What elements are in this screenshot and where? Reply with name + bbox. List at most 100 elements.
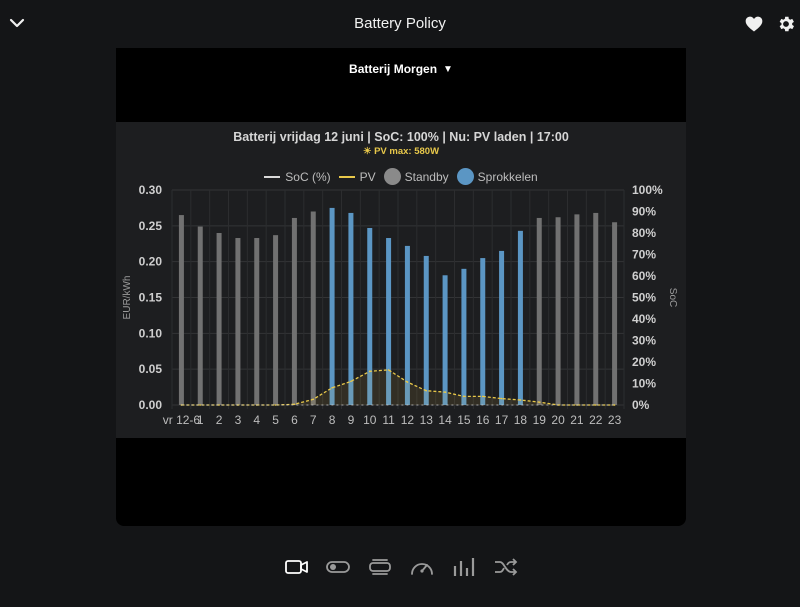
legend-label-standby: Standby bbox=[404, 169, 449, 184]
pv-area bbox=[181, 369, 615, 405]
bar-standby bbox=[536, 217, 542, 405]
bar-standby bbox=[593, 212, 599, 405]
y2-tick-label: 50% bbox=[632, 291, 656, 305]
pv-point bbox=[312, 398, 315, 401]
x-tick-label: 1 bbox=[197, 413, 204, 427]
bar-standby bbox=[216, 233, 222, 405]
pv-point bbox=[500, 397, 503, 400]
y2-axis-title: SoC bbox=[667, 288, 678, 307]
lines-icon[interactable] bbox=[367, 556, 393, 578]
x-tick-label: 23 bbox=[608, 413, 622, 427]
y2-tick-label: 40% bbox=[632, 312, 656, 326]
legend-swatch-soc bbox=[264, 175, 281, 178]
bar-sprokkelen bbox=[329, 207, 335, 405]
x-tick-label: 6 bbox=[291, 413, 298, 427]
bar-sprokkelen bbox=[423, 255, 429, 405]
bar-standby bbox=[310, 211, 316, 405]
day-dropdown-label: Batterij Morgen bbox=[349, 62, 438, 76]
y-tick-label: 0.10 bbox=[139, 326, 163, 340]
bar-standby bbox=[235, 238, 241, 405]
legend-item-pv[interactable]: PV bbox=[338, 169, 376, 184]
bar-standby bbox=[612, 222, 618, 405]
gauge-icon[interactable] bbox=[409, 556, 435, 578]
pv-point bbox=[613, 404, 616, 406]
y-tick-label: 0.15 bbox=[139, 291, 163, 305]
y-tick-label: 0.25 bbox=[139, 219, 163, 233]
battery-chart: 0.00 0.05 0.10 0.15 0.20 0.25 0.30 0% 10% 20% 30% 4… bbox=[122, 183, 678, 427]
day-dropdown[interactable]: Batterij Morgen ▼ bbox=[116, 62, 686, 76]
heart-icon[interactable] bbox=[744, 14, 764, 34]
y2-tick-label: 30% bbox=[632, 334, 656, 348]
x-tick-label: 2 bbox=[216, 413, 223, 427]
legend-item-soc[interactable]: SoC (%) bbox=[264, 169, 331, 184]
x-tick-label: 13 bbox=[420, 413, 434, 427]
legend-swatch-standby bbox=[383, 168, 401, 185]
y2-tick-label: 10% bbox=[632, 377, 656, 391]
gear-icon[interactable] bbox=[776, 13, 796, 35]
x-tick-label: 9 bbox=[348, 413, 355, 427]
pv-point bbox=[331, 387, 333, 389]
x-tick-label: 11 bbox=[382, 413, 395, 427]
y2-tick-label: 70% bbox=[632, 248, 656, 262]
x-tick-label: 7 bbox=[310, 413, 317, 427]
battery-chart-card: Batterij vrijdag 12 juni | SoC: 100% | N… bbox=[116, 122, 686, 438]
x-tick-label: 5 bbox=[272, 413, 279, 427]
bar-sprokkelen bbox=[517, 230, 523, 405]
bar-standby bbox=[254, 238, 260, 405]
page-title: Battery Policy bbox=[354, 15, 446, 32]
x-tick-label: 14 bbox=[438, 413, 452, 427]
y2-tick-label: 20% bbox=[632, 355, 656, 369]
y-tick-label: 0.30 bbox=[139, 183, 163, 197]
x-tick-label: vr 12-6 bbox=[163, 413, 201, 427]
y-tick-label: 0.05 bbox=[139, 362, 163, 376]
chevron-down-icon[interactable] bbox=[8, 14, 26, 32]
pv-point bbox=[199, 404, 202, 406]
bar-standby bbox=[574, 214, 580, 405]
pv-point bbox=[218, 404, 220, 406]
pv-point bbox=[368, 370, 371, 373]
legend-item-standby[interactable]: Standby bbox=[383, 168, 449, 185]
y2-tick-label: 0% bbox=[632, 398, 650, 412]
bar-standby bbox=[555, 217, 561, 405]
pv-point bbox=[519, 399, 522, 401]
x-tick-label: 15 bbox=[457, 413, 471, 427]
bar-sprokkelen bbox=[367, 227, 373, 405]
pv-point bbox=[350, 380, 352, 383]
bar-sprokkelen bbox=[480, 258, 486, 405]
bar-sprokkelen bbox=[404, 245, 410, 405]
y-tick-label: 0.00 bbox=[139, 398, 163, 412]
pv-point bbox=[293, 403, 296, 406]
bar-standby bbox=[291, 217, 297, 405]
policy-panel: Batterij Morgen ▼ Batterij vrijdag 12 jun… bbox=[116, 48, 686, 526]
legend-label-soc: SoC (%) bbox=[285, 169, 331, 184]
y-tick-label: 0.20 bbox=[139, 255, 163, 269]
x-tick-label: 10 bbox=[363, 413, 377, 427]
x-tick-label: 19 bbox=[533, 413, 547, 427]
pv-point bbox=[406, 381, 409, 383]
x-tick-label: 3 bbox=[235, 413, 242, 427]
legend-label-pv: PV bbox=[359, 169, 376, 184]
bar-chart-icon[interactable] bbox=[451, 556, 477, 578]
shuffle-icon[interactable] bbox=[493, 556, 519, 578]
bar-sprokkelen bbox=[442, 275, 448, 405]
legend-item-sprokkelen[interactable]: Sprokkelen bbox=[456, 168, 538, 185]
x-tick-label: 16 bbox=[476, 413, 490, 427]
bar-sprokkelen bbox=[348, 212, 354, 405]
pv-point bbox=[444, 391, 446, 393]
x-tick-label: 12 bbox=[401, 413, 415, 427]
x-tick-label: 17 bbox=[495, 413, 509, 427]
x-tick-label: 8 bbox=[329, 413, 336, 427]
pv-point bbox=[425, 389, 428, 392]
bar-standby bbox=[178, 215, 184, 405]
pv-point bbox=[274, 404, 277, 406]
legend-swatch-pv bbox=[338, 175, 355, 178]
top-bar: Battery Policy bbox=[0, 0, 800, 48]
pv-point bbox=[538, 401, 541, 403]
toggle-icon[interactable] bbox=[325, 556, 351, 578]
x-tick-label: 21 bbox=[570, 413, 584, 427]
camera-icon[interactable] bbox=[284, 556, 310, 578]
bar-sprokkelen bbox=[386, 238, 392, 405]
bar-standby bbox=[197, 226, 203, 405]
chart-subtitle: ☀ PV max: 580W bbox=[362, 146, 440, 157]
chart-legend: SoC (%) PV Standby Sprokkelen bbox=[116, 168, 686, 185]
